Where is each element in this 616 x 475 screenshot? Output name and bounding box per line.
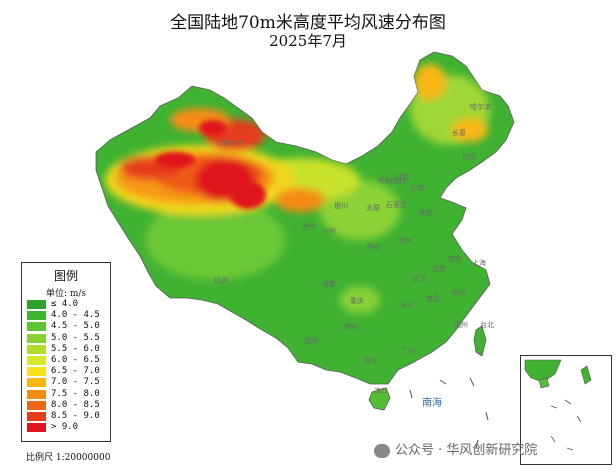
- legend-swatch: [27, 378, 46, 388]
- legend-unit: 单位: m/s: [45, 289, 87, 299]
- legend-label: 6.0 - 6.5: [51, 355, 100, 365]
- city-label: 上海: [472, 259, 486, 267]
- map-subtitle: 2025年7月: [269, 32, 347, 50]
- city-label: 重庆: [350, 297, 364, 305]
- legend-swatch: [27, 322, 46, 332]
- city-label: 石家庄: [386, 201, 407, 209]
- legend-swatch: [27, 412, 46, 421]
- legend-label: ≤ 4.0: [51, 299, 79, 309]
- city-label: 北京: [396, 173, 410, 181]
- legend-label: 8.0 - 8.5: [51, 399, 100, 410]
- legend-title: 图例: [53, 269, 78, 283]
- city-label: 郑州: [398, 237, 412, 245]
- city-label: 兰州: [322, 227, 336, 235]
- city-label: 昆明: [304, 337, 318, 345]
- legend-swatch: [27, 400, 46, 410]
- legend-label: > 9.0: [51, 422, 79, 433]
- legend-swatch: [27, 356, 46, 365]
- legend-label: 4.5 - 5.0: [51, 321, 100, 332]
- legend-label: 5.5 - 6.0: [51, 343, 100, 354]
- legend-swatch: [27, 344, 46, 354]
- city-label: 合肥: [432, 265, 446, 273]
- hainan-shape: [368, 387, 391, 411]
- city-label: 贵阳: [344, 323, 358, 331]
- legend-label: 8.5 - 9.0: [51, 411, 100, 421]
- city-label: 长沙: [400, 301, 414, 309]
- wechat-icon: [374, 443, 390, 458]
- city-label: 太原: [366, 204, 380, 212]
- map-legend: 图例 单位: m/s ≤ 4.0 4.0 - 4.5 4.5 - 5.0 5.0 - …: [21, 262, 111, 442]
- watermark-text: 公众号 · 华风创新研究院: [395, 443, 538, 458]
- city-label: 福州: [454, 321, 468, 329]
- city-label: 银川: [334, 202, 348, 210]
- china-mainland-shape: [95, 51, 515, 385]
- map-title: 全国陆地70m米高度平均风速分布图: [170, 13, 446, 33]
- legend-swatch: [27, 423, 46, 433]
- city-label: 南宁: [364, 357, 378, 365]
- city-label: 济南: [418, 209, 432, 217]
- city-label: 台北: [480, 321, 494, 329]
- city-label: 武汉: [412, 275, 426, 283]
- legend-label: 5.0 - 5.5: [51, 332, 100, 343]
- city-label: 乌鲁木齐: [216, 139, 244, 147]
- south-sea-lines: [409, 377, 489, 449]
- city-label: 西宁: [302, 223, 316, 231]
- city-label: 拉萨: [214, 277, 228, 285]
- city-label: 南京: [448, 255, 462, 263]
- legend-swatch: [27, 300, 46, 309]
- legend-label: 4.0 - 4.5: [51, 310, 100, 321]
- city-label: 广州: [402, 347, 416, 355]
- city-label: 南昌: [426, 295, 440, 303]
- legend-label: 7.0 - 7.5: [51, 377, 100, 388]
- city-label: 哈尔滨: [470, 103, 491, 111]
- city-label: 长春: [452, 129, 466, 137]
- sea-label: 南海: [422, 398, 442, 409]
- legend-label: 6.5 - 7.0: [51, 366, 100, 377]
- wind-speed-field: [105, 64, 490, 314]
- scale-text: 比例尺 1:20000000: [26, 453, 111, 463]
- city-label: 沈阳: [462, 153, 476, 161]
- inset-map: [524, 359, 592, 451]
- legend-swatch: [27, 333, 46, 343]
- city-label: 西安: [366, 243, 380, 251]
- legend-swatch: [27, 389, 46, 399]
- city-label: 呼和浩特: [378, 177, 406, 185]
- legend-label: 7.5 - 8.0: [51, 388, 100, 399]
- watermark: 公众号 · 华风创新研究院: [374, 439, 537, 458]
- city-label: 天津: [410, 184, 424, 192]
- legend-swatch: [27, 367, 46, 377]
- legend-swatch: [27, 311, 46, 321]
- taiwan-shape: [473, 325, 487, 357]
- city-label: 海口: [374, 387, 388, 395]
- south-china-sea-inset: [520, 355, 612, 465]
- city-label: 杭州: [452, 289, 466, 297]
- city-label: 成都: [322, 280, 336, 288]
